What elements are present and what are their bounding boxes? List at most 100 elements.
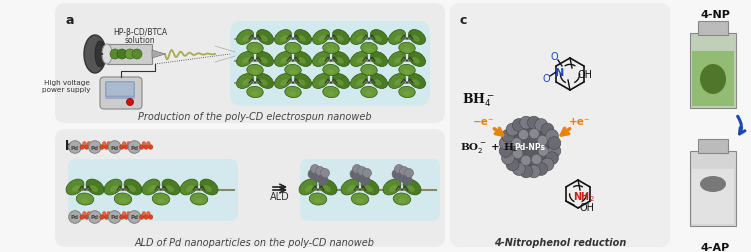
Ellipse shape [356,198,363,203]
Ellipse shape [318,80,326,86]
Ellipse shape [333,52,349,67]
Text: −e⁻: −e⁻ [473,116,495,127]
Text: c: c [460,14,467,27]
Circle shape [100,145,104,150]
Circle shape [119,215,124,219]
Bar [692,169,734,224]
Ellipse shape [285,43,301,54]
Circle shape [89,141,101,154]
Ellipse shape [312,74,330,89]
Ellipse shape [195,198,203,203]
Ellipse shape [251,48,258,53]
Bar [106,83,134,97]
Circle shape [545,152,559,165]
Circle shape [321,169,330,178]
Circle shape [104,215,109,219]
Text: ALD: ALD [270,191,290,201]
Ellipse shape [327,92,335,96]
Circle shape [83,212,86,215]
Ellipse shape [312,52,330,67]
Ellipse shape [333,30,349,45]
Circle shape [144,145,149,150]
Ellipse shape [403,179,421,195]
Ellipse shape [289,48,297,53]
Ellipse shape [261,36,268,42]
Ellipse shape [294,52,312,67]
Circle shape [527,117,540,130]
Circle shape [107,212,110,215]
Circle shape [87,212,91,215]
Text: b: b [65,139,74,152]
FancyBboxPatch shape [55,130,445,247]
Circle shape [146,142,150,146]
Text: BO$_2^-$ + H$_2$: BO$_2^-$ + H$_2$ [460,140,519,154]
Ellipse shape [81,198,89,203]
Ellipse shape [95,42,105,68]
Circle shape [502,130,514,143]
Ellipse shape [388,30,406,45]
Ellipse shape [403,70,411,74]
Circle shape [128,145,133,150]
Ellipse shape [243,36,250,42]
Circle shape [127,142,131,146]
Ellipse shape [84,36,106,74]
Circle shape [538,146,548,156]
Circle shape [68,141,81,154]
Ellipse shape [356,58,363,64]
Ellipse shape [323,185,331,192]
Ellipse shape [700,176,726,192]
Circle shape [350,169,360,179]
Ellipse shape [336,36,344,42]
Ellipse shape [251,92,258,96]
Circle shape [127,212,131,215]
Text: Pd: Pd [91,215,99,220]
Circle shape [124,215,128,219]
Text: Pd: Pd [110,145,119,150]
Text: Production of the poly-CD electrospun nanoweb: Production of the poly-CD electrospun na… [138,112,372,121]
Circle shape [125,50,135,60]
Text: NH$_2$: NH$_2$ [573,189,595,203]
Circle shape [538,136,547,146]
Ellipse shape [114,193,131,205]
Ellipse shape [370,74,388,89]
Circle shape [104,145,109,150]
Bar [690,34,736,109]
Circle shape [144,215,149,219]
Ellipse shape [409,74,426,89]
FancyBboxPatch shape [105,82,135,100]
Bar [107,45,152,65]
Ellipse shape [360,43,377,54]
Ellipse shape [66,179,84,195]
Ellipse shape [257,30,273,45]
Circle shape [140,145,144,150]
Ellipse shape [237,30,254,45]
Circle shape [310,165,319,174]
Ellipse shape [104,179,122,195]
Ellipse shape [119,198,127,203]
Ellipse shape [409,52,426,67]
Ellipse shape [148,185,156,192]
Circle shape [89,211,101,224]
Ellipse shape [128,185,136,192]
Circle shape [132,50,142,60]
Circle shape [110,50,120,60]
Ellipse shape [124,179,142,195]
Circle shape [142,212,146,215]
Ellipse shape [412,58,420,64]
Circle shape [502,119,558,175]
Ellipse shape [388,52,406,67]
Text: Pd: Pd [91,145,99,150]
Ellipse shape [257,74,273,89]
Text: Pd: Pd [131,145,138,150]
Text: HP-β-CD/BTCA: HP-β-CD/BTCA [113,28,167,37]
Circle shape [87,142,91,146]
Ellipse shape [275,52,291,67]
Text: Pd: Pd [71,145,79,150]
Text: High voltage: High voltage [44,80,90,86]
FancyBboxPatch shape [68,159,238,221]
Text: BH$_4^-$: BH$_4^-$ [462,91,495,108]
Circle shape [499,137,512,150]
Ellipse shape [700,65,726,94]
Circle shape [520,117,532,130]
Ellipse shape [394,80,402,86]
